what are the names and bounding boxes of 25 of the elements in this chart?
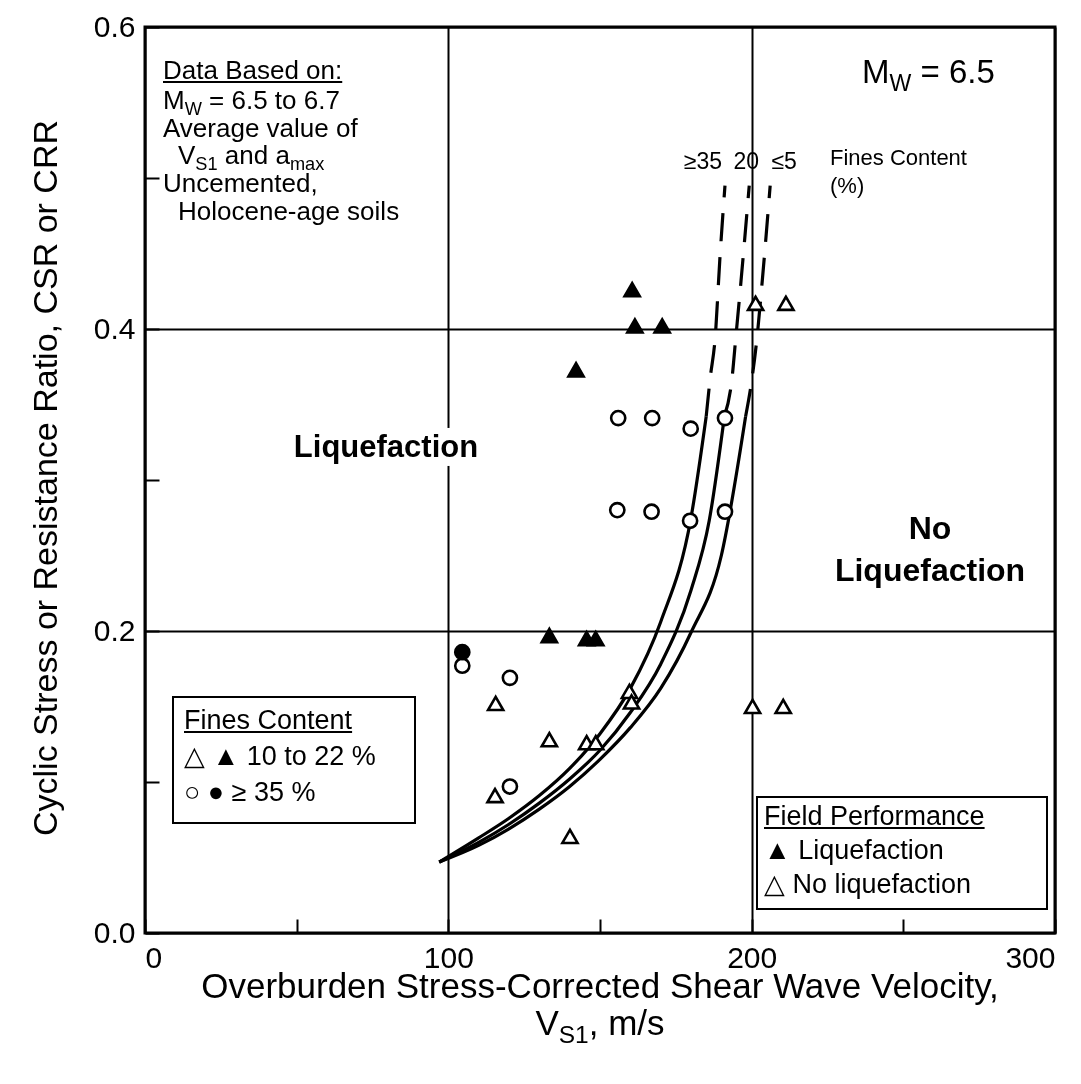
- annotation: Field Performance: [764, 801, 985, 832]
- annotation: △ No liquefaction: [764, 869, 972, 900]
- annotation: ▲ Liquefaction: [764, 835, 944, 866]
- annotation: Holocene-age soils: [178, 196, 400, 226]
- y-tick-label: 0.2: [93, 613, 136, 647]
- annotation: Liquefaction: [287, 427, 485, 467]
- y-tick-label: 0.6: [93, 9, 136, 43]
- legend-frame: Field Performance ▲ Liquefaction △ No liquefaction: [756, 796, 1048, 910]
- annotation: △ ▲ 10 to 22 %: [184, 741, 376, 772]
- annotation: No Liquefaction: [833, 509, 1027, 590]
- x-tick-label: 300: [1005, 940, 1056, 974]
- legend-frame: Fines Content △ ▲ 10 to 22 % ○ ● ≥ 35 %: [172, 696, 416, 824]
- x-tick-label: 100: [423, 940, 474, 974]
- y-tick-label: 0.4: [93, 311, 136, 345]
- x-tick-label: 200: [727, 940, 778, 974]
- annotation: Data Based on:: [163, 55, 343, 85]
- annotation: ○ ● ≥ 35 %: [184, 777, 316, 808]
- series-label: ≥35: [683, 147, 723, 174]
- y-axis-title: Cyclic Stress or Resistance Ratio, CSR or CRR: [26, 119, 65, 837]
- x-tick-label: 0: [145, 940, 163, 974]
- annotation: M$_{W}$ = 6.5: [862, 53, 995, 96]
- y-tick-label: 0.0: [93, 915, 136, 949]
- series-label: ≤5: [771, 147, 797, 174]
- annotation: Fines Content: [184, 705, 353, 736]
- annotation: Fines Content (%): [830, 144, 968, 199]
